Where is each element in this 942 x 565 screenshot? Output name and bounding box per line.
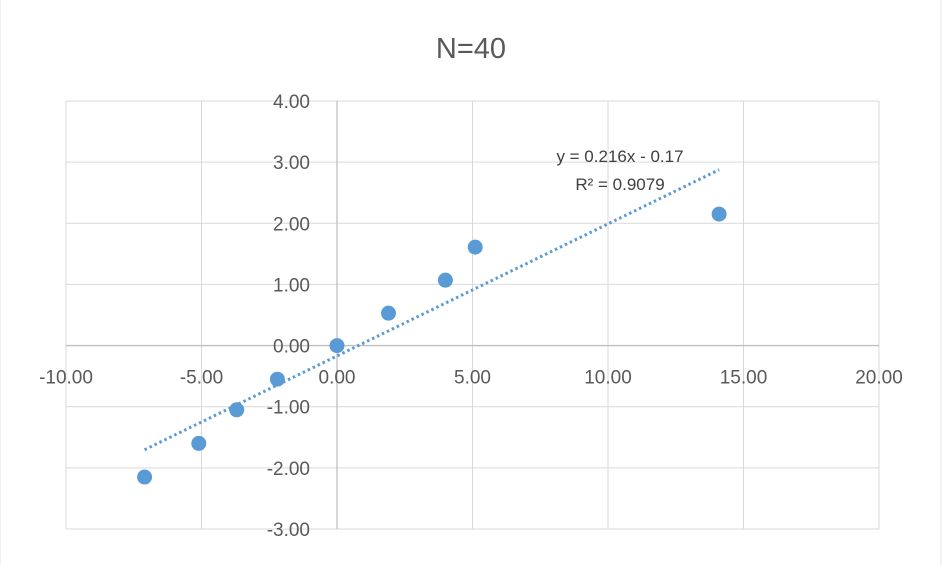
data-point: [191, 435, 207, 451]
x-tick-label: 20.00: [855, 368, 903, 389]
data-points: [137, 206, 727, 485]
data-point: [467, 239, 483, 255]
x-tick-label: 0.00: [319, 368, 356, 389]
data-point: [711, 206, 727, 222]
chart-title: N=40: [436, 33, 506, 65]
data-point: [380, 305, 396, 321]
y-tick-label: -2.00: [267, 459, 310, 480]
gridlines: [65, 100, 880, 530]
y-axis-tick-labels: 4.00 3.00 2.00 1.00 0.00 -1.00 -2.00 -3.00: [267, 92, 310, 541]
trendline-group: [143, 168, 720, 452]
y-tick-label: 3.00: [273, 153, 310, 174]
data-point: [329, 338, 345, 354]
y-tick-label: -1.00: [267, 398, 310, 419]
trendline-equation: y = 0.216x - 0.17: [556, 147, 683, 166]
x-tick-label: -5.00: [180, 368, 223, 389]
axes: [66, 101, 879, 529]
y-tick-label: 1.00: [273, 275, 310, 296]
y-tick-label: 2.00: [273, 214, 310, 235]
data-point: [137, 469, 153, 485]
x-tick-label: 5.00: [454, 368, 491, 389]
x-tick-label: 10.00: [584, 368, 632, 389]
x-tick-label: -10.00: [39, 368, 93, 389]
linear-trendline: [143, 168, 720, 452]
x-axis-tick-labels: -10.00 -5.00 0.00 5.00 10.00 15.00 20.00: [39, 368, 903, 389]
data-point: [437, 272, 453, 288]
y-tick-label: -3.00: [267, 520, 310, 541]
y-tick-label: 0.00: [273, 337, 310, 358]
x-tick-label: 15.00: [720, 368, 768, 389]
data-point: [269, 371, 285, 387]
trendline-r-squared: R² = 0.9079: [575, 175, 664, 194]
data-point: [229, 402, 245, 418]
y-tick-label: 4.00: [273, 92, 310, 113]
